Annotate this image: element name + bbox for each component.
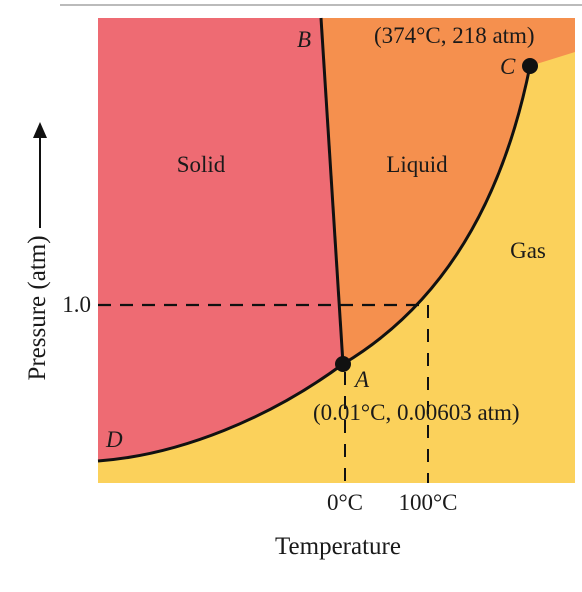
solid-label: Solid	[177, 152, 226, 177]
point-a-label: A	[353, 367, 370, 392]
y-axis-label: Pressure (atm)	[24, 235, 51, 380]
point-c-label: C	[500, 54, 516, 79]
point-b-label: B	[297, 27, 311, 52]
solid-region	[98, 18, 343, 461]
liquid-region	[321, 18, 575, 364]
triple-point-annotation: (0.01°C, 0.00603 atm)	[313, 400, 520, 425]
x-tick-100c: 100°C	[398, 490, 457, 515]
sublimation-curve	[97, 362, 344, 463]
x-tick-0c: 0°C	[327, 490, 363, 515]
x-axis-label: Temperature	[275, 533, 401, 560]
liquid-label: Liquid	[386, 152, 448, 177]
y-tick-1-0: 1.0	[62, 292, 91, 317]
gas-label: Gas	[510, 238, 546, 263]
point-d-label: D	[105, 427, 123, 452]
vaporization-curve	[342, 65, 532, 366]
triple-point-marker	[335, 356, 351, 372]
melting-curve	[319, 17, 345, 365]
y-axis-arrow-head	[33, 122, 47, 138]
critical-point-annotation: (374°C, 218 atm)	[374, 23, 535, 48]
critical-point-marker	[522, 58, 538, 74]
